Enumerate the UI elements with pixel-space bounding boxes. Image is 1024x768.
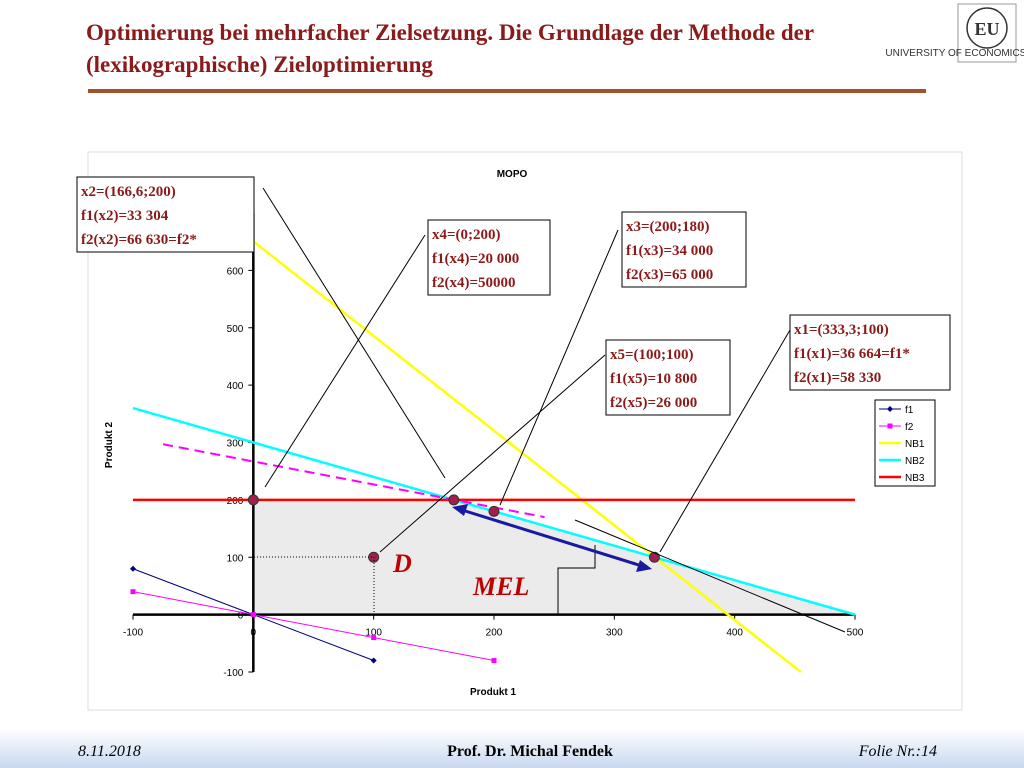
chart-title: MOPO: [497, 169, 528, 180]
feasible-region: [254, 500, 855, 615]
slide-title: (lexikographische) Zieloptimierung: [86, 52, 433, 77]
y-tick-label: 0: [238, 611, 244, 622]
region-label: D: [392, 549, 412, 578]
footer-page: Folie Nr.:14: [858, 743, 937, 760]
legend-label: NB2: [905, 456, 925, 467]
solution-point: [648, 551, 660, 563]
solution-point: [488, 505, 500, 517]
x-tick-label: 200: [486, 628, 503, 639]
legend-label: f1: [905, 405, 914, 416]
annotation-text: f1(x5)=10 800: [610, 371, 697, 387]
marker: [371, 635, 377, 641]
footer-band: [0, 728, 1024, 768]
marker: [887, 423, 893, 429]
x-tick-label: 100: [365, 628, 382, 639]
annotation-text: f2(x4)=50000: [432, 275, 516, 291]
annotation-box: [621, 211, 747, 288]
marker: [370, 657, 377, 664]
annotation-text: x4=(0;200): [432, 227, 501, 243]
annotation-text: f2(x2)=66 630=f2*: [81, 232, 197, 248]
footer-date: 8.11.2018: [78, 743, 141, 760]
solution-point: [448, 494, 460, 506]
svg-text:EU: EU: [974, 19, 999, 39]
series-line: [132, 591, 495, 662]
marker: [887, 406, 893, 412]
annotation-box: [427, 219, 551, 296]
x-tick-label: -100: [123, 628, 143, 639]
x-tick-label: 400: [726, 628, 743, 639]
y-tick-label: 400: [227, 381, 244, 392]
mel-arrow: [452, 504, 652, 572]
marker: [130, 565, 136, 572]
y-tick-label: 600: [227, 266, 244, 277]
annotation-text: f2(x3)=65 000: [626, 267, 713, 283]
annotation-box: [605, 339, 731, 416]
x-axis-label: Produkt 1: [470, 687, 517, 698]
annotation-text: x3=(200;180): [626, 219, 710, 235]
marker: [250, 612, 256, 618]
annotation-text: f1(x1)=36 664=f1*: [794, 346, 910, 362]
marker: [130, 589, 136, 595]
marker: [491, 658, 497, 664]
legend-label: NB1: [905, 439, 925, 450]
series-line: [216, 212, 802, 673]
y-axis-label: Produkt 2: [104, 422, 115, 469]
annotation-text: f2(x1)=58 330: [794, 370, 881, 386]
annotation-text: x5=(100;100): [610, 347, 694, 363]
annotation-text: x2=(166,6;200): [81, 184, 176, 200]
y-tick-label: -100: [223, 668, 243, 679]
logo: EU UNIVERSITY OF ECONOMICS BRATISLAVA: [885, 3, 1024, 63]
x-tick-label: 0: [251, 628, 257, 639]
solution-point: [247, 494, 259, 506]
annotation-box: [76, 176, 255, 253]
set-label: MEL: [472, 572, 529, 601]
y-tick-label: 300: [227, 439, 244, 450]
logo-text: UNIVERSITY OF ECONOMICS BRATISLAVA: [885, 48, 1024, 59]
annotation-text: f1(x2)=33 304: [81, 208, 169, 224]
level-line: [162, 443, 545, 519]
annotation-text: f1(x4)=20 000: [432, 251, 519, 267]
guides: [254, 187, 846, 633]
y-tick-label: 500: [227, 324, 244, 335]
footer-author: Prof. Dr. Michal Fendek: [447, 743, 613, 760]
annotation-text: f2(x5)=26 000: [610, 395, 697, 411]
annotation-text: f1(x3)=34 000: [626, 243, 713, 259]
slide-title: Optimierung bei mehrfacher Zielsetzung. …: [86, 20, 814, 45]
y-tick-label: 100: [227, 553, 244, 564]
x-tick-label: 300: [606, 628, 623, 639]
annotation-box: [789, 314, 951, 391]
legend-label: f2: [905, 422, 914, 433]
y-tick-label: 200: [227, 496, 244, 507]
annotation-text: x1=(333,3;100): [794, 322, 889, 338]
title-rule: [88, 89, 926, 93]
legend-label: NB3: [905, 473, 925, 484]
x-tick-label: 500: [847, 628, 864, 639]
